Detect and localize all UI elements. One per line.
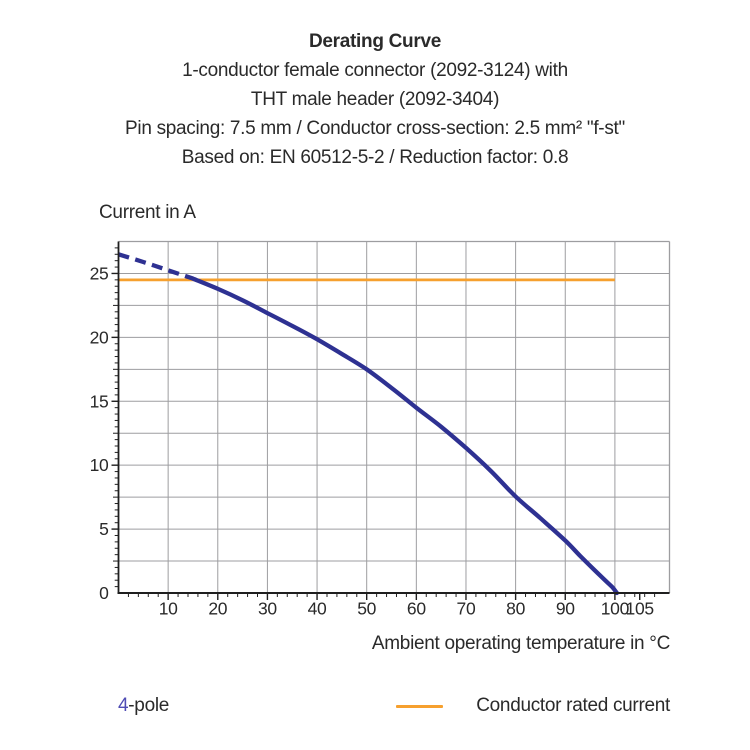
x-tick-label: 100 [601, 599, 630, 619]
chart-subtitle-line-2: THT male header (2092-3404) [250, 89, 500, 110]
y-tick-label: 20 [90, 327, 109, 347]
x-tick-label: 40 [308, 599, 327, 619]
legend-rated-current-swatch [396, 705, 443, 709]
x-tick-label: 60 [407, 599, 426, 619]
chart-header: Derating Curve 1-conductor female connec… [0, 27, 750, 172]
x-tick-label: 90 [556, 599, 575, 619]
x-tick-label: 80 [506, 599, 525, 619]
x-tick-label: 105 [626, 599, 654, 619]
x-tick-label: 20 [208, 599, 227, 619]
legend-pole-suffix: -pole [128, 695, 170, 716]
y-axis-title: Current in A [99, 202, 196, 223]
grid-lines [118, 241, 670, 593]
derating-curve [117, 252, 620, 596]
plot-frame [118, 240, 671, 593]
y-tick-label: 15 [90, 391, 109, 411]
x-tick-label: 50 [357, 599, 376, 619]
y-tick-label: 5 [99, 519, 108, 539]
chart-subtitle-line-1: 1-conductor female connector (2092-3124)… [182, 60, 568, 81]
x-axis-title: Ambient operating temperature in °C [371, 633, 670, 654]
legend-pole-count: 4 [118, 695, 129, 716]
chart-subtitle-line-4: Based on: EN 60512-5-2 / Reduction facto… [181, 147, 569, 168]
x-tick-label: 30 [258, 599, 277, 619]
y-tick-label: 0 [99, 583, 109, 603]
legend-pole-item: 4-pole [118, 695, 169, 717]
axes [117, 241, 670, 594]
chart-subtitle-line-3: Pin spacing: 7.5 mm / Conductor cross-se… [125, 118, 625, 139]
x-tick-label: 70 [457, 599, 476, 619]
y-tick-label: 25 [90, 263, 109, 283]
x-tick-label: 10 [159, 599, 178, 619]
legend-rated-current-label: Conductor rated current [476, 695, 670, 716]
y-tick-label: 10 [90, 455, 109, 475]
axis-ticks [111, 247, 656, 600]
chart-title: Derating Curve [308, 31, 441, 52]
